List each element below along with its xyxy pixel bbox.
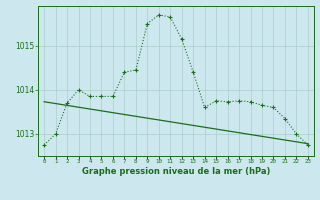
X-axis label: Graphe pression niveau de la mer (hPa): Graphe pression niveau de la mer (hPa): [82, 167, 270, 176]
